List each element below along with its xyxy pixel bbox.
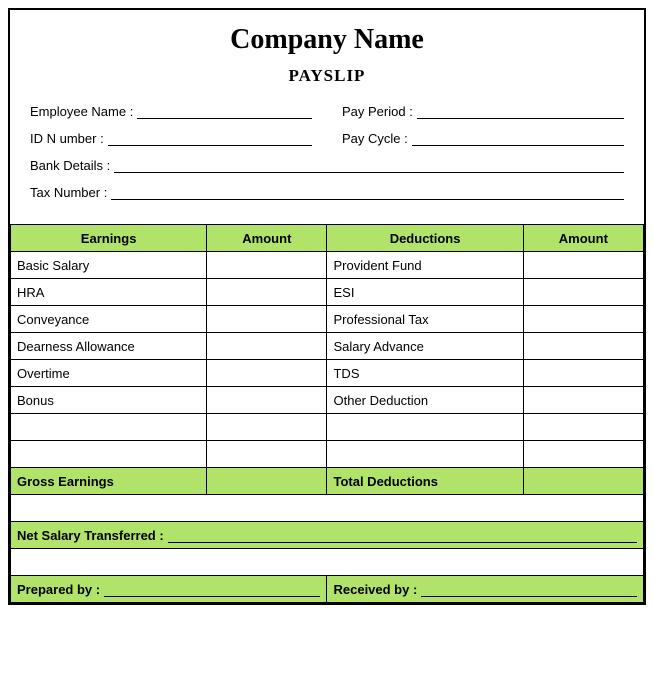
deduction-amount-cell — [523, 279, 643, 306]
table-row: Basic Salary Provident Fund — [11, 252, 644, 279]
earning-cell: Dearness Allowance — [11, 333, 207, 360]
prepared-by-cell: Prepared by : — [11, 576, 327, 603]
pay-cycle-field: Pay Cycle : — [342, 131, 624, 146]
table-row — [11, 441, 644, 468]
earning-cell: Basic Salary — [11, 252, 207, 279]
deduction-amount-cell — [523, 387, 643, 414]
deduction-cell: ESI — [327, 279, 523, 306]
deduction-amount-cell — [523, 441, 643, 468]
net-salary-cell: Net Salary Transferred : — [11, 522, 644, 549]
deduction-amount-cell — [523, 414, 643, 441]
earning-amount-cell — [207, 306, 327, 333]
company-name: Company Name — [10, 24, 644, 56]
table-row: Dearness Allowance Salary Advance — [11, 333, 644, 360]
earning-amount-cell — [207, 279, 327, 306]
net-salary-label: Net Salary Transferred : — [17, 528, 164, 543]
total-deductions-amount — [523, 468, 643, 495]
deduction-cell: Professional Tax — [327, 306, 523, 333]
earning-cell: HRA — [11, 279, 207, 306]
deduction-amount-cell — [523, 252, 643, 279]
earning-amount-cell — [207, 441, 327, 468]
spacer-row — [11, 495, 644, 522]
table-row: Bonus Other Deduction — [11, 387, 644, 414]
gross-earnings-label: Gross Earnings — [11, 468, 207, 495]
employee-name-label: Employee Name : — [30, 104, 133, 119]
header-deductions: Deductions — [327, 225, 523, 252]
table-header-row: Earnings Amount Deductions Amount — [11, 225, 644, 252]
total-deductions-label: Total Deductions — [327, 468, 523, 495]
bank-details-label: Bank Details : — [30, 158, 110, 173]
table-body: Basic Salary Provident Fund HRA ESI Conv… — [11, 252, 644, 603]
pay-period-field: Pay Period : — [342, 104, 624, 119]
bank-details-line — [114, 159, 624, 173]
id-number-label: ID N umber : — [30, 131, 104, 146]
deduction-cell: TDS — [327, 360, 523, 387]
id-number-line — [108, 132, 312, 146]
prepared-by-line — [104, 585, 320, 597]
header-amount-earnings: Amount — [207, 225, 327, 252]
deduction-amount-cell — [523, 360, 643, 387]
deduction-amount-cell — [523, 333, 643, 360]
received-by-cell: Received by : — [327, 576, 644, 603]
deduction-cell — [327, 441, 523, 468]
table-row: Overtime TDS — [11, 360, 644, 387]
earning-cell: Overtime — [11, 360, 207, 387]
earning-cell — [11, 441, 207, 468]
earning-amount-cell — [207, 252, 327, 279]
table-row: Conveyance Professional Tax — [11, 306, 644, 333]
received-by-line — [421, 585, 637, 597]
prepared-by-label: Prepared by : — [17, 582, 100, 597]
pay-cycle-label: Pay Cycle : — [342, 131, 408, 146]
pay-period-label: Pay Period : — [342, 104, 413, 119]
earning-amount-cell — [207, 414, 327, 441]
employee-name-field: Employee Name : — [30, 104, 342, 119]
earning-cell: Conveyance — [11, 306, 207, 333]
spacer-cell — [11, 549, 644, 576]
tax-number-line — [111, 186, 624, 200]
header-amount-deductions: Amount — [523, 225, 643, 252]
deduction-cell: Salary Advance — [327, 333, 523, 360]
tax-number-field: Tax Number : — [30, 185, 624, 200]
table-row — [11, 414, 644, 441]
deduction-cell: Other Deduction — [327, 387, 523, 414]
pay-period-line — [417, 105, 624, 119]
totals-row: Gross Earnings Total Deductions — [11, 468, 644, 495]
net-salary-line — [168, 531, 637, 543]
net-salary-row: Net Salary Transferred : — [11, 522, 644, 549]
earning-cell: Bonus — [11, 387, 207, 414]
payslip-table: Earnings Amount Deductions Amount Basic … — [10, 224, 644, 603]
bank-details-field: Bank Details : — [30, 158, 624, 173]
earning-amount-cell — [207, 333, 327, 360]
earning-cell — [11, 414, 207, 441]
id-number-field: ID N umber : — [30, 131, 342, 146]
pay-cycle-line — [412, 132, 624, 146]
payslip-container: Company Name PAYSLIP Employee Name : Pay… — [8, 8, 646, 605]
employee-info-block: Employee Name : Pay Period : ID N umber … — [10, 104, 644, 224]
gross-earnings-amount — [207, 468, 327, 495]
spacer-row — [11, 549, 644, 576]
earning-amount-cell — [207, 360, 327, 387]
employee-name-line — [137, 105, 312, 119]
tax-number-label: Tax Number : — [30, 185, 107, 200]
deduction-cell: Provident Fund — [327, 252, 523, 279]
header-earnings: Earnings — [11, 225, 207, 252]
deduction-cell — [327, 414, 523, 441]
signature-row: Prepared by : Received by : — [11, 576, 644, 603]
deduction-amount-cell — [523, 306, 643, 333]
table-row: HRA ESI — [11, 279, 644, 306]
spacer-cell — [11, 495, 644, 522]
earning-amount-cell — [207, 387, 327, 414]
received-by-label: Received by : — [333, 582, 417, 597]
payslip-title: PAYSLIP — [10, 66, 644, 86]
